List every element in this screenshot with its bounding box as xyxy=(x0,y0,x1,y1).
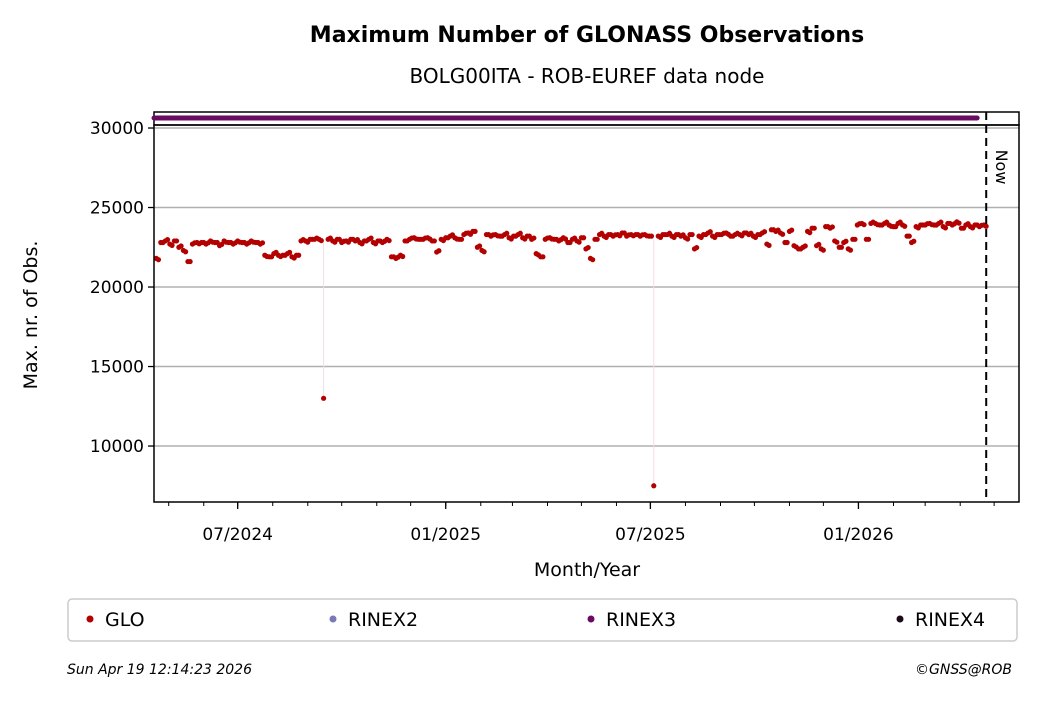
glo-point xyxy=(694,244,700,251)
glo-point xyxy=(504,230,510,236)
glo-point xyxy=(865,236,872,242)
glo-point xyxy=(164,237,171,243)
glo-point xyxy=(983,223,989,229)
glo-point xyxy=(834,239,840,245)
glo-point xyxy=(436,248,442,254)
glo-point xyxy=(476,243,483,249)
grid-lines xyxy=(154,127,1019,447)
y-axis-label: Max. nr. of Obs. xyxy=(20,241,42,390)
chart-title: Maximum Number of GLONASS Observations xyxy=(310,23,864,48)
y-tick-label: 30000 xyxy=(90,119,144,139)
glo-point xyxy=(780,231,786,237)
glo-point xyxy=(902,223,908,229)
x-tick-label: 07/2024 xyxy=(202,525,273,545)
glo-point xyxy=(816,241,822,248)
legend-frame xyxy=(67,598,1018,642)
glo-point xyxy=(472,228,478,234)
glo-point xyxy=(182,249,189,255)
glo-point xyxy=(169,242,175,248)
glo-point xyxy=(911,238,917,244)
glo-point xyxy=(155,257,162,263)
glo-point xyxy=(847,247,854,253)
glo-point xyxy=(761,229,768,235)
glo-point xyxy=(540,254,546,260)
glo-point xyxy=(811,225,817,231)
legend: GLO RINEX2 RINEX3 RINEX4 xyxy=(67,598,1018,642)
glo-point xyxy=(287,249,293,255)
glo-point xyxy=(458,236,465,242)
glo-points xyxy=(153,219,989,489)
legend-marker-rinex4 xyxy=(896,615,904,623)
glo-point xyxy=(651,483,657,489)
glo-point xyxy=(576,239,582,245)
glo-point xyxy=(784,239,790,246)
legend-label-glo: GLO xyxy=(105,609,145,631)
legend-marker-glo xyxy=(86,615,94,623)
y-tick-label: 15000 xyxy=(90,358,144,378)
chart-subtitle: BOLG00ITA - ROB-EUREF data node xyxy=(410,64,765,88)
glo-point xyxy=(590,257,596,263)
glo-point xyxy=(861,222,867,228)
glo-point xyxy=(942,225,949,231)
glo-point xyxy=(585,244,591,251)
y-axis: 10000 15000 20000 25000 30000 xyxy=(90,119,154,457)
glo-point xyxy=(431,238,437,244)
legend-marker-rinex2 xyxy=(329,615,337,623)
glo-point xyxy=(259,240,266,246)
x-axis-label: Month/Year xyxy=(534,559,640,581)
glo-point xyxy=(178,243,184,249)
glo-point xyxy=(852,236,858,242)
x-tick-label: 01/2025 xyxy=(410,525,481,545)
now-label: Now xyxy=(992,150,1011,185)
glo-point xyxy=(707,229,713,235)
glo-point xyxy=(802,243,808,249)
footer-timestamp: Sun Apr 19 12:14:23 2026 xyxy=(67,662,252,678)
glo-point xyxy=(187,258,193,265)
glo-point xyxy=(648,233,655,239)
glo-point xyxy=(956,220,962,226)
y-tick-label: 10000 xyxy=(90,437,144,457)
glo-point xyxy=(594,236,600,242)
glo-point xyxy=(400,253,406,260)
legend-label-rinex2: RINEX2 xyxy=(348,609,418,631)
glo-point xyxy=(581,235,587,241)
glo-point xyxy=(368,235,374,241)
legend-label-rinex3: RINEX3 xyxy=(606,609,676,631)
glo-point xyxy=(321,395,327,401)
glo-point xyxy=(820,247,826,253)
legend-label-rinex4: RINEX4 xyxy=(915,609,985,631)
y-tick-label: 25000 xyxy=(90,199,144,219)
glo-point xyxy=(906,233,912,239)
glo-point xyxy=(481,249,487,255)
glo-point xyxy=(829,224,835,230)
glo-point xyxy=(296,252,302,258)
plot-frame xyxy=(153,124,1020,503)
glo-point xyxy=(531,235,537,241)
x-tick-label: 07/2025 xyxy=(615,525,686,545)
footer-copyright: ©GNSS@ROB xyxy=(915,662,1012,678)
glo-point xyxy=(173,238,180,244)
glo-point xyxy=(938,219,944,225)
glo-point xyxy=(807,230,813,236)
legend-marker-rinex3 xyxy=(587,615,595,623)
x-tick-label: 01/2026 xyxy=(823,525,894,545)
x-axis: 07/2024 01/2025 07/2025 01/2026 xyxy=(168,502,995,545)
glo-point xyxy=(685,236,691,242)
glo-point xyxy=(689,231,695,238)
glo-point xyxy=(318,237,324,244)
y-tick-label: 20000 xyxy=(90,278,144,298)
glo-point xyxy=(789,227,795,233)
glo-point xyxy=(838,244,845,250)
glo-point xyxy=(517,230,523,236)
outlier-connectors xyxy=(323,239,655,486)
glo-point xyxy=(386,237,392,244)
glo-point xyxy=(766,242,772,248)
glo-point xyxy=(843,238,849,244)
